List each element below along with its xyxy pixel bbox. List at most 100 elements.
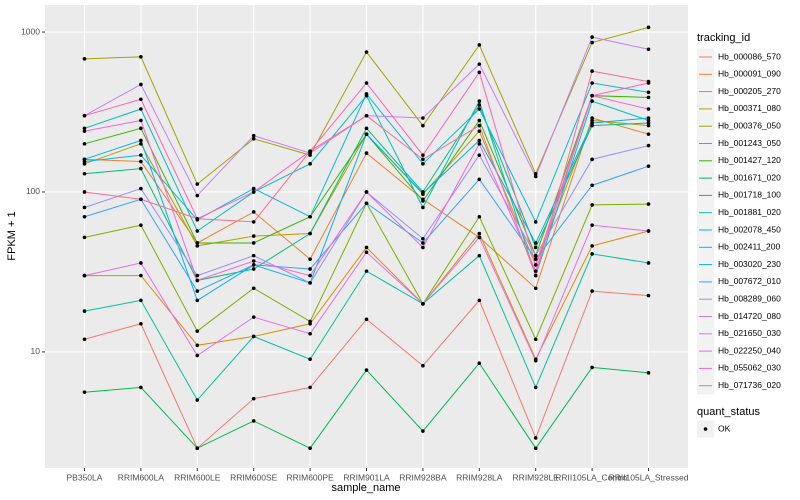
data-point: [195, 298, 200, 303]
data-point: [477, 231, 482, 236]
data-point: [590, 123, 594, 128]
data-point: [139, 138, 143, 143]
status-legend-swatch: [703, 427, 708, 431]
data-point: [195, 241, 200, 245]
data-point: [533, 257, 538, 261]
data-point: [251, 253, 256, 258]
data-point: [308, 231, 312, 236]
data-point: [251, 334, 256, 339]
data-point: [195, 182, 200, 186]
data-point: [533, 337, 538, 342]
data-point: [195, 329, 200, 333]
y-tick-label: 1000: [21, 26, 40, 36]
legend-label: Hb_001671_020: [718, 172, 781, 182]
data-point: [477, 142, 482, 146]
data-point: [533, 241, 538, 245]
data-point: [421, 123, 425, 128]
data-point: [82, 113, 87, 118]
data-point: [195, 446, 200, 451]
data-point: [82, 337, 87, 342]
data-point: [590, 203, 594, 207]
data-point: [477, 138, 482, 143]
data-point: [139, 142, 143, 146]
data-point: [421, 199, 425, 203]
data-point: [477, 153, 482, 157]
data-point: [477, 253, 482, 258]
legend-label: Hb_071736_020: [718, 380, 781, 390]
data-point: [533, 171, 538, 176]
data-point: [477, 43, 482, 47]
data-point: [139, 321, 143, 326]
data-point: [82, 126, 87, 131]
data-point: [308, 319, 312, 324]
data-point: [533, 253, 538, 258]
data-point: [477, 70, 482, 75]
data-point: [251, 241, 256, 245]
data-point: [477, 123, 482, 128]
data-point: [533, 174, 538, 179]
data-point: [364, 250, 369, 255]
legend-label: Hb_021650_030: [718, 328, 781, 338]
data-point: [195, 273, 200, 278]
data-point: [646, 164, 651, 168]
data-point: [195, 289, 200, 293]
data-point: [364, 50, 369, 54]
data-point: [195, 193, 200, 198]
data-point: [139, 385, 143, 390]
x-axis-title: sample_name: [331, 482, 400, 494]
data-point: [533, 358, 538, 363]
data-point: [590, 289, 594, 293]
data-point: [82, 57, 87, 61]
data-point: [308, 385, 312, 390]
data-point: [421, 205, 425, 210]
data-point: [82, 142, 87, 146]
legend-label: Hb_014720_080: [718, 311, 781, 321]
legend-title: tracking_id: [697, 32, 750, 44]
data-point: [646, 116, 651, 120]
data-point: [590, 365, 594, 370]
data-point: [251, 396, 256, 401]
data-point: [477, 103, 482, 107]
legend-label: Hb_001243_050: [718, 138, 781, 148]
data-point: [308, 281, 312, 285]
data-point: [533, 273, 538, 278]
legend-label: Hb_002078_450: [718, 224, 781, 234]
data-point: [251, 220, 256, 224]
data-point: [251, 259, 256, 263]
data-point: [533, 269, 538, 273]
data-point: [477, 298, 482, 303]
data-point: [364, 201, 369, 206]
legend-label: Hb_008289_060: [718, 293, 781, 303]
data-point: [590, 121, 594, 125]
data-point: [421, 191, 425, 196]
legend-label: Hb_001881_020: [718, 207, 781, 217]
legend: Hb_000086_570 Hb_000091_090 Hb_000205_270 H…: [697, 48, 781, 438]
data-point: [139, 97, 143, 102]
status-legend-label: OK: [718, 423, 731, 433]
data-point: [251, 419, 256, 423]
y-axis-title: FPKM + 1: [6, 211, 18, 260]
data-point: [364, 113, 369, 118]
data-point: [421, 241, 425, 245]
legend-label: Hb_000091_090: [718, 69, 781, 79]
data-point: [421, 153, 425, 157]
data-point: [533, 385, 538, 390]
data-point: [590, 35, 594, 39]
data-point: [646, 371, 651, 375]
legend-label: Hb_055062_030: [718, 363, 781, 373]
data-point: [477, 235, 482, 240]
data-point: [421, 363, 425, 368]
data-point: [590, 99, 594, 103]
data-point: [646, 202, 651, 206]
data-point: [139, 82, 143, 87]
data-point: [82, 129, 87, 133]
data-point: [139, 166, 143, 171]
data-point: [308, 214, 312, 219]
data-point: [590, 118, 594, 123]
data-point: [590, 157, 594, 162]
data-point: [477, 118, 482, 123]
data-point: [421, 245, 425, 250]
data-point: [195, 216, 200, 221]
legend-label: Hb_000205_270: [718, 86, 781, 96]
legend-label: Hb_007672_010: [718, 276, 781, 286]
